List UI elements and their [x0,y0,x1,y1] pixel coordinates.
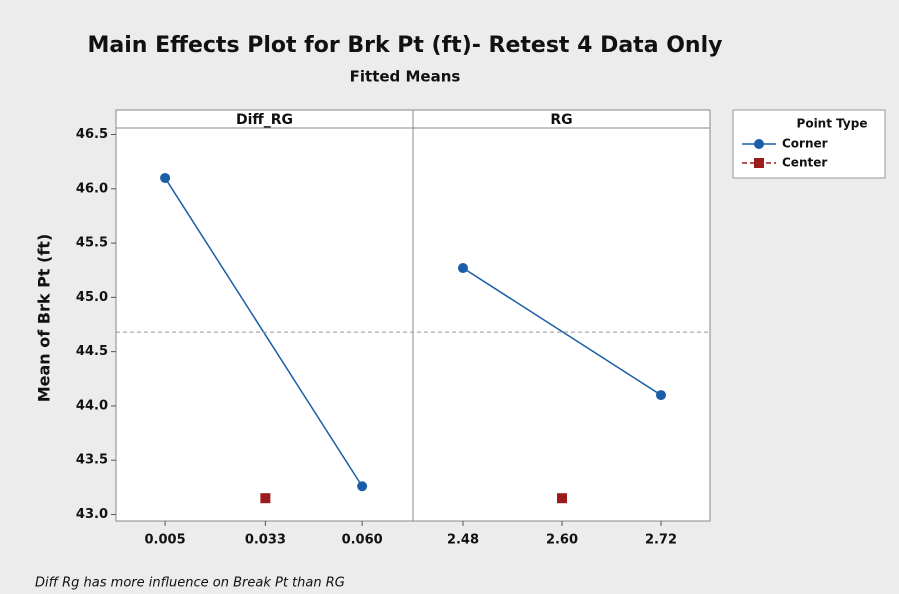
point [457,263,468,274]
x-tick-label: 2.72 [645,533,677,548]
x-tick-label: 2.60 [546,533,578,548]
panel-background [115,127,414,522]
chart-subtitle: Fitted Means [350,68,461,86]
y-tick-label: 45.0 [76,290,108,305]
legend-marker [754,139,764,149]
y-tick-label: 43.0 [76,507,108,522]
legend-title: Point Type [797,117,868,131]
legend-marker [754,158,764,168]
point [260,493,271,504]
panel-title: Diff_RG [236,112,293,128]
chart-title: Main Effects Plot for Brk Pt (ft)- Retes… [88,33,723,58]
y-tick-label: 46.5 [76,127,108,142]
point [357,481,368,492]
legend-label: Center [782,156,827,170]
y-tick-label: 46.0 [76,181,108,196]
y-tick-label: 44.5 [76,344,108,359]
x-tick-label: 0.005 [145,533,186,548]
panel-header [412,109,711,129]
point [655,390,666,401]
x-tick-label: 0.060 [342,533,383,548]
point [160,172,171,183]
annotation: Diff Rg has more influence on Break Pt t… [35,576,345,591]
x-tick-label: 2.48 [447,533,479,548]
point [556,493,567,504]
y-axis-label: Mean of Brk Pt (ft) [35,234,54,403]
x-tick-label: 0.033 [245,533,286,548]
y-tick-label: 43.5 [76,453,108,468]
y-tick-label: 45.5 [76,236,108,251]
panel-title: RG [550,112,572,128]
series-line [462,267,662,396]
legend-label: Corner [782,137,828,151]
panel-background [412,127,711,522]
y-tick-label: 44.0 [76,398,108,413]
